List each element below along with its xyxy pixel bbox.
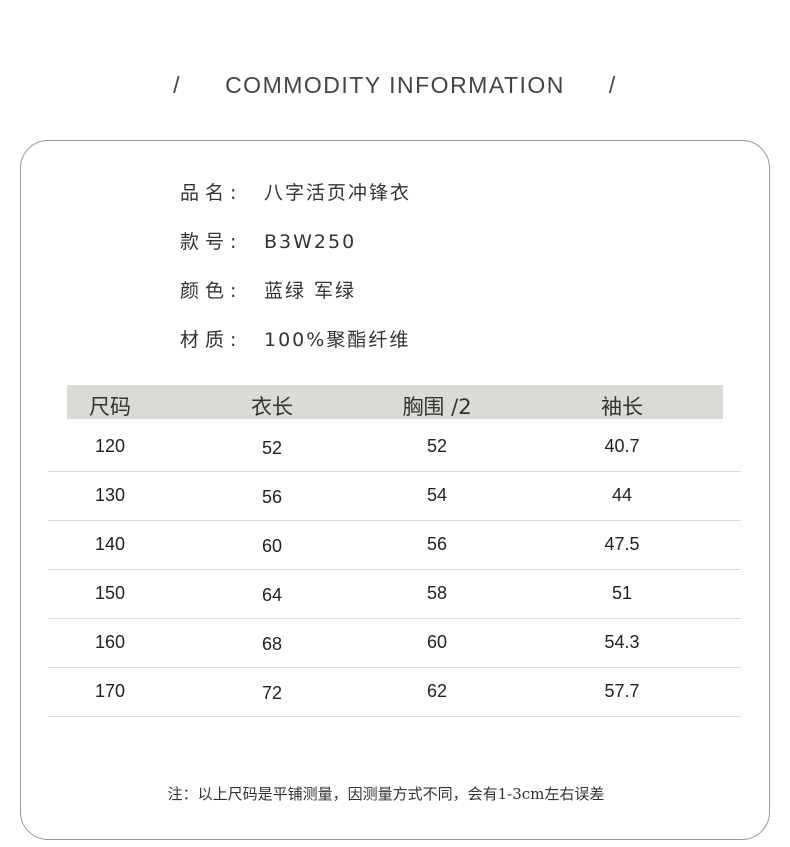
table-cell: 140 xyxy=(94,534,126,554)
table-cell: 130 xyxy=(94,485,126,505)
table-cell: 56 xyxy=(261,487,283,507)
slash-left: / xyxy=(173,72,182,98)
table-cell: 57.7 xyxy=(604,681,640,701)
table-cell: 47.5 xyxy=(604,534,640,554)
table-cell: 40.7 xyxy=(604,436,640,456)
column-header: 袖长 xyxy=(601,395,643,419)
table-cell: 68 xyxy=(261,634,283,654)
info-row: 颜色: 蓝绿 军绿 xyxy=(180,276,356,303)
table-cell: 54.3 xyxy=(604,632,640,652)
info-value: B3W250 xyxy=(264,231,357,253)
info-value: 蓝绿 军绿 xyxy=(264,280,357,302)
table-row xyxy=(48,667,741,717)
table-cell: 160 xyxy=(94,632,126,652)
table-cell: 60 xyxy=(261,536,283,556)
table-row xyxy=(48,422,741,472)
measurement-note: 注：以上尺码是平铺测量，因测量方式不同，会有1-3cm左右误差 xyxy=(167,785,605,803)
info-label: 材质: xyxy=(180,329,243,351)
info-label: 品名: xyxy=(180,182,243,204)
table-cell: 52 xyxy=(261,438,283,458)
table-row xyxy=(48,471,741,521)
info-row: 材质: 100%聚酯纤维 xyxy=(180,325,410,352)
table-cell: 64 xyxy=(261,585,283,605)
table-cell: 170 xyxy=(94,681,126,701)
info-value: 100%聚酯纤维 xyxy=(264,329,411,351)
column-header: 胸围 /2 xyxy=(402,395,472,419)
table-row xyxy=(48,618,741,668)
table-cell: 62 xyxy=(426,681,448,701)
info-value: 八字活页冲锋衣 xyxy=(264,182,412,204)
table-cell: 44 xyxy=(611,485,633,505)
table-cell: 56 xyxy=(426,534,448,554)
table-cell: 150 xyxy=(94,583,126,603)
title-text: COMMODITY INFORMATION xyxy=(225,72,565,98)
table-cell: 60 xyxy=(426,632,448,652)
table-row xyxy=(48,520,741,570)
table-cell: 51 xyxy=(611,583,633,603)
info-row: 款号: B3W250 xyxy=(180,227,356,254)
column-header: 尺码 xyxy=(89,395,131,419)
info-label: 款号: xyxy=(180,231,243,253)
table-cell: 58 xyxy=(426,583,448,603)
table-cell: 120 xyxy=(94,436,126,456)
slash-right: / xyxy=(608,72,617,98)
info-row: 品名: 八字活页冲锋衣 xyxy=(180,178,411,205)
table-cell: 72 xyxy=(261,683,283,703)
table-cell: 52 xyxy=(426,436,448,456)
table-cell: 54 xyxy=(426,485,448,505)
section-title: / COMMODITY INFORMATION / xyxy=(0,72,790,99)
table-header xyxy=(67,385,723,419)
column-header: 衣长 xyxy=(251,395,293,419)
table-row xyxy=(48,569,741,619)
info-card xyxy=(20,140,770,840)
info-label: 颜色: xyxy=(180,280,243,302)
